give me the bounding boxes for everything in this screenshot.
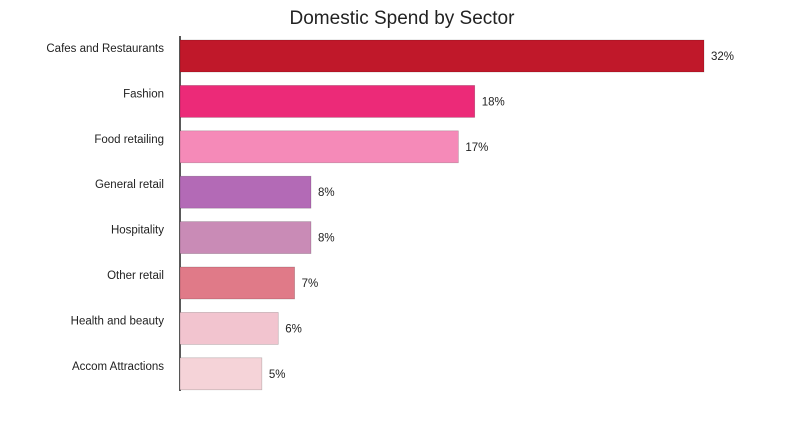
bar-hospitality <box>179 221 312 254</box>
bar-general-retail <box>179 175 312 209</box>
value-label: 7% <box>302 278 319 290</box>
category-label: Hospitality <box>111 225 164 237</box>
category-label: Other retail <box>107 270 164 282</box>
bar-health-and-beauty <box>179 312 279 345</box>
value-label: 32% <box>711 51 734 63</box>
bar-other-retail <box>179 266 295 300</box>
category-label: General retail <box>95 179 164 191</box>
category-label: Fashion <box>123 88 164 100</box>
bar-food-retailing <box>179 130 459 164</box>
value-label: 6% <box>285 323 302 335</box>
category-label: Food retailing <box>94 134 164 146</box>
category-label: Health and beauty <box>71 315 165 327</box>
category-label: Accom Attractions <box>72 361 164 373</box>
bar-accom-attractions <box>179 357 263 391</box>
value-label: 17% <box>465 142 488 154</box>
bars-group: Cafes and Restaurants 32% Fashion 18% Food r… <box>46 39 734 391</box>
value-label: 5% <box>269 369 286 381</box>
bar-fashion <box>179 85 476 118</box>
value-label: 18% <box>482 96 505 108</box>
value-label: 8% <box>318 233 335 245</box>
bar-cafes-and-restaurants <box>179 39 705 73</box>
chart-title: Domestic Spend by Sector <box>289 8 515 29</box>
value-label: 8% <box>318 187 335 199</box>
category-label: Cafes and Restaurants <box>46 43 164 55</box>
